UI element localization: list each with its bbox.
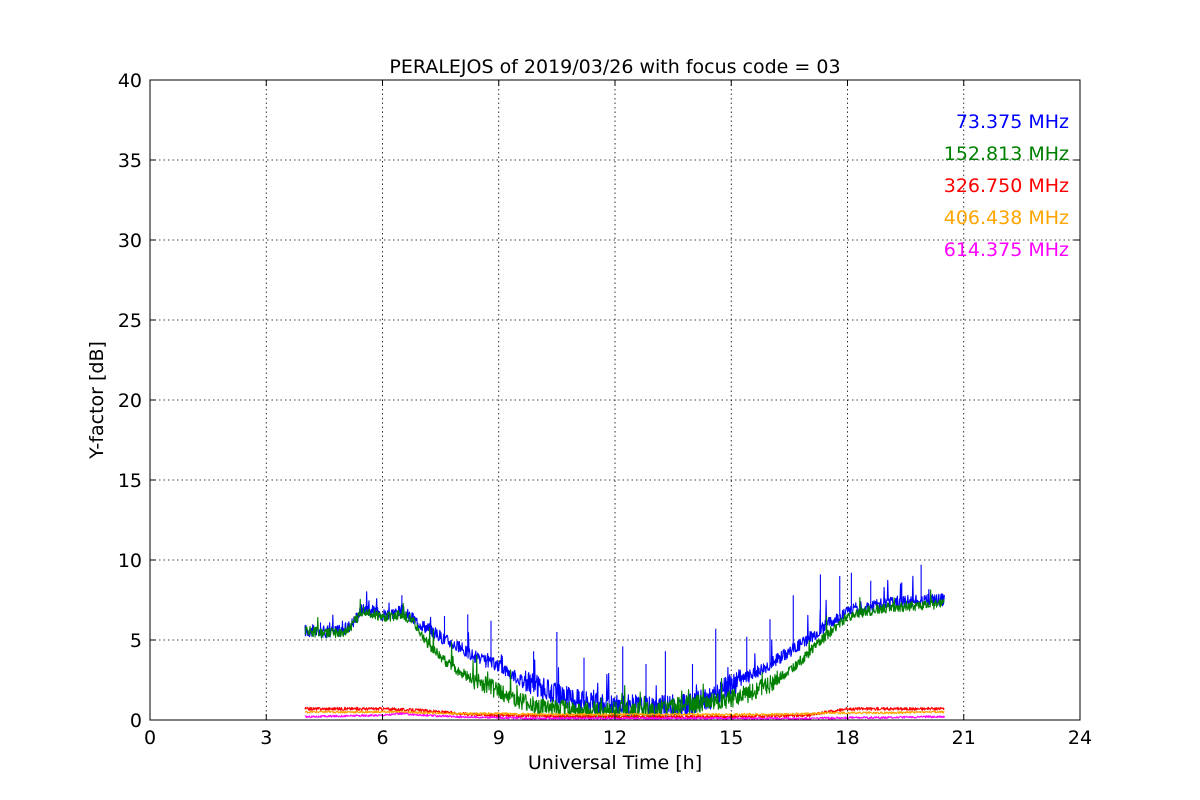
series-line-3 [304,710,945,716]
series-line-4 [304,712,945,720]
y-tick-label: 20 [118,390,142,412]
grid [150,80,1080,720]
legend-entry: 326.750 MHz [944,175,1069,197]
series-line-1 [304,589,945,720]
x-tick-label: 18 [835,727,859,749]
y-tick-label: 0 [130,710,142,732]
legend-entry: 614.375 MHz [944,239,1069,261]
x-tick-label: 6 [376,727,388,749]
x-tick-label: 24 [1068,727,1092,749]
x-tick-label: 12 [603,727,627,749]
x-tick-label: 9 [493,727,505,749]
legend-entry: 73.375 MHz [956,111,1069,133]
y-tick-label: 10 [118,550,142,572]
x-tick-label: 3 [260,727,272,749]
legend-entry: 406.438 MHz [944,207,1069,229]
legend: 73.375 MHz 152.813 MHz 326.750 MHz 406.438 … [944,111,1069,261]
x-tick-label: 15 [719,727,743,749]
y-tick-label: 30 [118,230,142,252]
y-tick-label: 25 [118,310,142,332]
x-tick-label: 0 [144,727,156,749]
series-layer [304,564,945,720]
y-tick-label: 15 [118,470,142,492]
chart-title: PERALEJOS of 2019/03/26 with focus code … [389,56,840,78]
axis-ticks: 0 3 6 9 12 15 18 21 24 0 5 10 15 20 25 30 35 40 [118,70,1092,749]
y-tick-label: 5 [130,630,142,652]
x-tick-label: 21 [952,727,976,749]
y-axis-label: Y-factor [dB] [86,341,108,460]
y-tick-label: 35 [118,150,142,172]
legend-entry: 152.813 MHz [944,143,1069,165]
x-axis-label: Universal Time [h] [528,752,702,774]
y-tick-label: 40 [118,70,142,92]
